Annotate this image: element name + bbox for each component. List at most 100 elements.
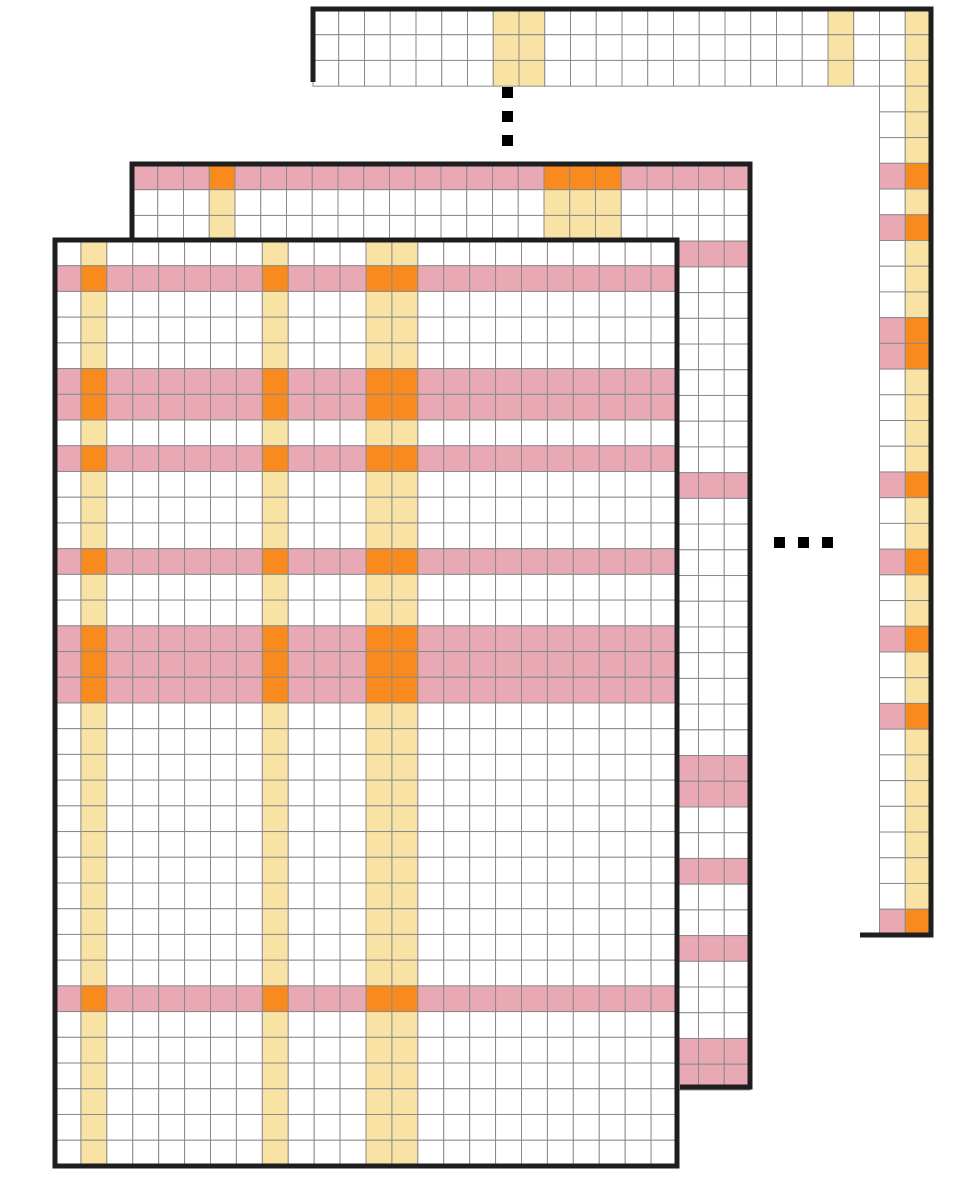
front-cell [339,445,367,472]
front-cell [417,702,445,730]
front-cell [106,676,134,704]
front-cell [313,831,341,858]
front-cell [339,573,367,601]
front-cell [210,496,237,524]
front-cell [80,470,108,498]
front-cell [495,753,522,781]
front-cell [365,496,393,524]
front-cell [54,1113,82,1141]
front-cell [235,573,263,601]
front-cell [235,265,263,292]
front-cell [339,933,367,961]
front-layer-frame [52,237,680,1169]
front-cell [313,779,341,807]
middle-cell [311,214,339,242]
front-cell [80,651,108,678]
front-cell [235,548,263,575]
front-cell [650,882,678,910]
back-cell [415,34,443,61]
back-cell [879,831,906,859]
front-cell [495,676,522,704]
front-cell [287,1139,315,1167]
front-cell [521,368,548,395]
front-cell [261,573,289,601]
front-cell [339,599,367,627]
front-cell [521,882,548,910]
front-cell [261,1113,289,1141]
front-cell [572,959,600,987]
front-cell [546,316,574,344]
front-cell [339,470,367,498]
front-cell [598,805,626,833]
front-cell [339,239,367,267]
front-cell [443,856,471,884]
middle-cell [698,780,725,808]
front-cell [106,959,134,987]
middle-cell [492,189,519,216]
back-cell [595,59,623,87]
front-cell [339,1113,367,1141]
front-cell [391,702,419,730]
front-cell [443,753,471,781]
front-cell [495,522,522,550]
front-cell [417,419,445,447]
front-cell [417,805,445,833]
front-cell [495,316,522,344]
back-cell [492,8,520,36]
front-cell [417,1139,445,1167]
front-cell [469,1011,497,1038]
middle-cell [723,163,751,191]
front-cell [184,342,212,370]
front-cell [54,445,82,472]
front-cell [313,548,341,575]
back-cell [853,59,880,87]
back-cell [801,59,829,87]
front-cell [417,779,445,807]
front-cell [313,445,341,472]
front-cell [54,1036,82,1064]
front-cell [132,753,160,781]
front-cell [54,856,82,884]
back-cell [673,59,700,87]
front-cell [132,676,160,704]
front-cell [132,728,160,755]
front-cell [287,933,315,961]
middle-cell [157,163,184,191]
front-cell [495,239,522,267]
middle-cell [698,755,725,782]
front-cell [261,419,289,447]
back-cell [647,34,674,61]
front-cell [184,393,212,421]
middle-cell [131,189,159,216]
front-cell [132,342,160,370]
front-cell [495,1113,522,1141]
front-cell [572,445,600,472]
front-cell [572,470,600,498]
back-cell [338,34,365,61]
front-cell [572,805,600,833]
front-cell [210,831,237,858]
back-cell [518,8,546,36]
front-cell [650,368,678,395]
front-cell [80,985,108,1013]
front-cell [495,625,522,653]
front-cell [54,625,82,653]
back-cell [904,291,932,319]
middle-cell [723,369,751,396]
front-cell [598,1088,626,1115]
front-cell [132,933,160,961]
front-cell [469,496,497,524]
front-cell [495,573,522,601]
front-cell [624,419,652,447]
front-cell [469,368,497,395]
middle-cell [698,1037,725,1065]
front-cell [132,316,160,344]
front-cell [624,496,652,524]
front-cell [54,651,82,678]
front-cell [184,290,212,318]
front-cell [495,470,522,498]
front-cell [365,831,393,858]
front-cell [184,908,212,935]
front-cell [443,882,471,910]
front-cell [313,805,341,833]
